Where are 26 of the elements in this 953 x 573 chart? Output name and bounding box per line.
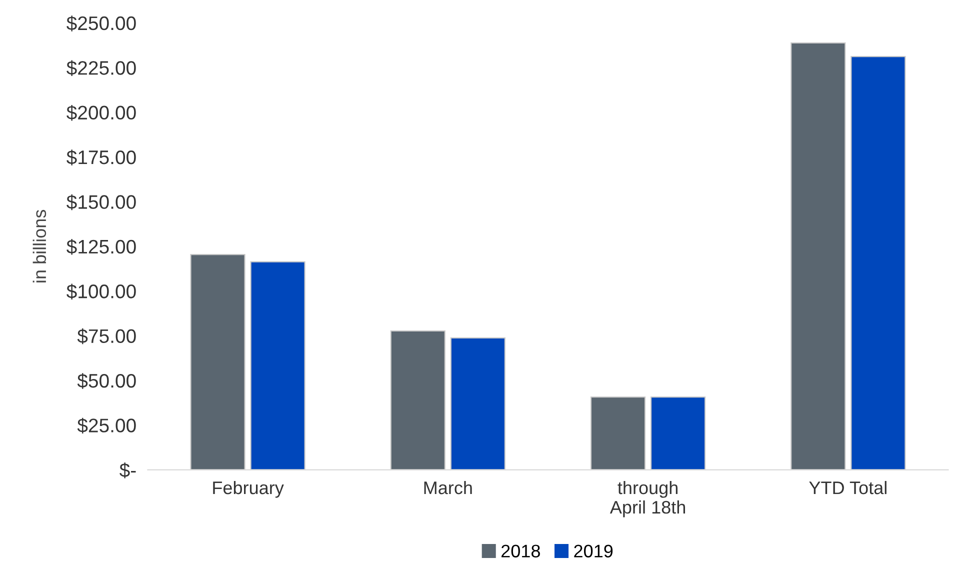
x-tick-label: YTD Total [809,480,886,494]
y-tick-label: $50.00 [77,373,136,389]
y-tick-label: $250.00 [66,16,136,32]
y-tick-label: $25.00 [77,418,136,434]
bar [590,396,646,470]
y-tick-label: $200.00 [66,104,136,121]
x-tick-label: February [213,480,284,498]
bar [790,42,846,470]
x-tick-label: March [424,480,472,494]
y-tick-label: $100.00 [66,284,136,300]
y-axis-title: in billions [32,210,46,282]
y-tick-label: $75.00 [77,328,136,344]
y-tick-label: $225.00 [66,60,136,76]
bar [850,56,906,470]
y-tick-label: $175.00 [66,150,136,166]
x-tick-label: through April 18th [610,480,686,518]
y-tick-label: $150.00 [66,194,136,210]
y-tick-label: $- [120,462,136,478]
bar [250,261,306,470]
legend-label: 2019 [574,544,613,558]
bar [190,254,246,470]
bar [650,396,706,470]
bar [390,330,446,470]
y-tick-label: $125.00 [66,239,136,255]
legend-label: 2018 [502,544,540,558]
bar [450,337,506,470]
